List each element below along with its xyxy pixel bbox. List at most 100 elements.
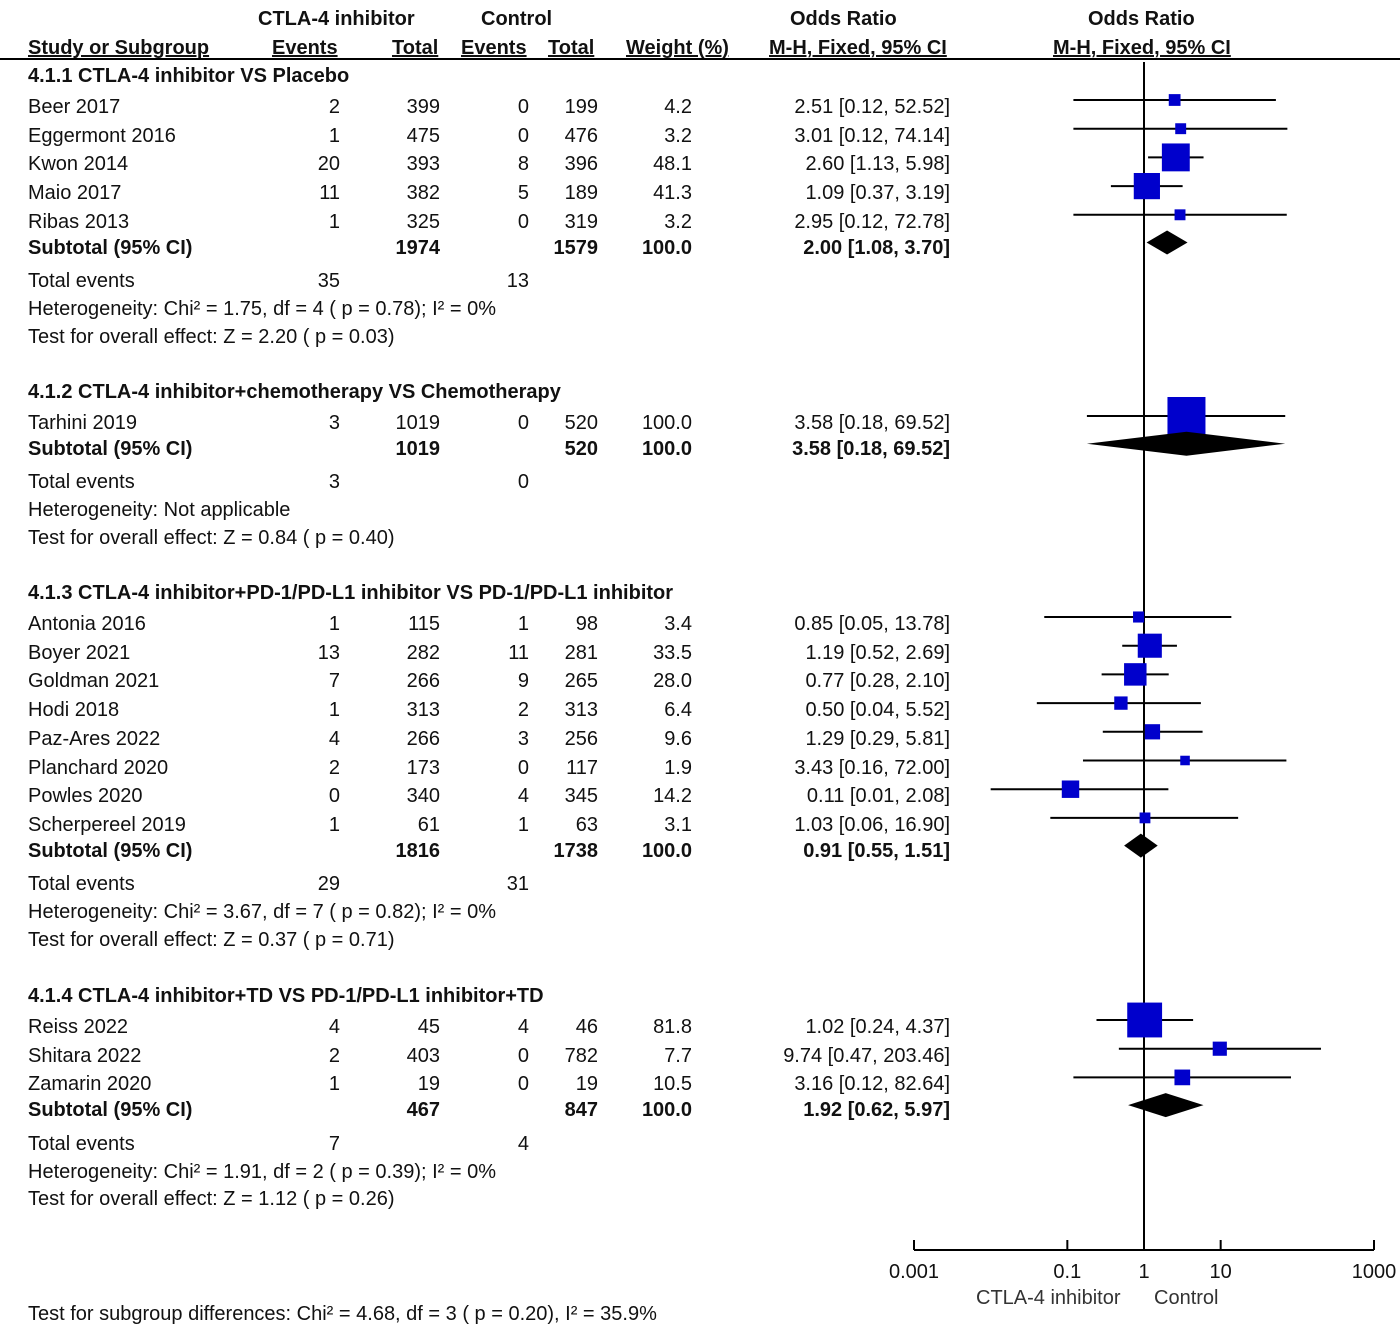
- subtotal-exp-total: 1019: [395, 437, 441, 460]
- total-events-ctrl: 13: [506, 270, 529, 293]
- study-marker: [1175, 123, 1187, 135]
- study-ctrl-total: 199: [564, 96, 598, 118]
- col-weight-header: Weight (%): [626, 37, 729, 59]
- subtotal-exp-total: 1974: [395, 236, 441, 259]
- study-odds-ratio-ci: 1.29 [0.29, 5.81]: [805, 727, 950, 750]
- study-exp-total: 173: [406, 756, 440, 779]
- study-ctrl-total: 117: [566, 756, 598, 779]
- study-weight: 4.2: [664, 96, 692, 118]
- study-weight: 3.2: [664, 210, 692, 233]
- subtotal-label: Subtotal (95% CI): [28, 236, 193, 259]
- study-ctrl-total: 46: [575, 1016, 598, 1038]
- study-ctrl-events: 3: [517, 727, 529, 750]
- axis-label-right: Control: [1154, 1287, 1219, 1309]
- study-exp-total: 61: [417, 813, 440, 836]
- study-odds-ratio-ci: 0.85 [0.05, 13.78]: [794, 613, 950, 635]
- study-odds-ratio-ci: 1.02 [0.24, 4.37]: [805, 1016, 950, 1038]
- study-exp-total: 1019: [395, 412, 441, 434]
- study-odds-ratio-ci: 3.16 [0.12, 82.64]: [794, 1073, 950, 1096]
- study-exp-events: 11: [319, 182, 340, 205]
- col-method-header: M-H, Fixed, 95% CI: [769, 37, 947, 59]
- subtotal-label: Subtotal (95% CI): [28, 839, 193, 862]
- subtotal-odds-ratio-ci: 3.58 [0.18, 69.52]: [792, 437, 950, 460]
- study-weight: 41.3: [653, 182, 692, 205]
- study-exp-events: 4: [328, 1016, 340, 1038]
- subgroup-title: 4.1.2 CTLA-4 inhibitor+chemotherapy VS C…: [28, 381, 561, 403]
- study-exp-events: 1: [328, 813, 340, 836]
- study-marker: [1144, 724, 1161, 740]
- study-marker: [1139, 812, 1151, 824]
- study-ctrl-events: 0: [517, 96, 529, 118]
- subgroup-differences-text: Test for subgroup differences: Chi² = 4.…: [28, 1303, 657, 1325]
- study-odds-ratio-ci: 1.09 [0.37, 3.19]: [805, 182, 950, 205]
- study-ctrl-total: 63: [575, 813, 598, 836]
- study-odds-ratio-ci: 0.11 [0.01, 2.08]: [806, 785, 950, 808]
- study-exp-total: 45: [417, 1016, 440, 1038]
- x-axis-tick-label: 0.1: [1053, 1261, 1081, 1283]
- total-events-label: Total events: [28, 873, 135, 896]
- study-odds-ratio-ci: 2.60 [1.13, 5.98]: [805, 153, 950, 176]
- subtotal-diamond: [1086, 431, 1286, 456]
- subtotal-weight: 100.0: [641, 437, 692, 460]
- study-ctrl-events: 2: [517, 699, 529, 722]
- study-name: Reiss 2022: [28, 1016, 129, 1038]
- study-exp-events: 0: [328, 785, 340, 808]
- study-exp-events: 7: [328, 670, 340, 693]
- study-ctrl-events: 0: [517, 412, 529, 434]
- study-exp-total: 266: [406, 727, 440, 750]
- study-odds-ratio-ci: 3.01 [0.12, 74.14]: [794, 124, 950, 147]
- total-events-exp: 3: [328, 471, 340, 494]
- study-ctrl-total: 520: [564, 412, 598, 434]
- study-odds-ratio-ci: 2.95 [0.12, 72.78]: [794, 210, 950, 233]
- study-marker: [1180, 755, 1190, 766]
- total-events-label: Total events: [28, 471, 135, 494]
- total-events-ctrl: 31: [506, 873, 529, 896]
- x-axis-tick-label: 1: [1138, 1261, 1149, 1283]
- study-weight: 9.6: [664, 727, 692, 750]
- subtotal-exp-total: 467: [406, 1099, 440, 1122]
- study-exp-events: 1: [328, 1073, 340, 1096]
- study-exp-events: 1: [328, 210, 340, 233]
- study-exp-total: 340: [406, 785, 440, 808]
- overall-effect-text: Test for overall effect: Z = 0.37 ( p = …: [28, 928, 395, 951]
- study-name: Kwon 2014: [28, 153, 129, 176]
- subgroup-title: 4.1.3 CTLA-4 inhibitor+PD-1/PD-L1 inhibi…: [28, 582, 674, 604]
- study-weight: 3.2: [664, 124, 692, 147]
- study-weight: 3.4: [664, 613, 692, 635]
- x-axis-tick-label: 1000: [1352, 1261, 1397, 1283]
- study-exp-total: 266: [406, 670, 440, 693]
- study-exp-events: 3: [328, 412, 340, 434]
- study-ctrl-events: 11: [508, 641, 529, 664]
- study-odds-ratio-ci: 0.77 [0.28, 2.10]: [805, 670, 950, 693]
- study-name: Zamarin 2020: [28, 1073, 152, 1096]
- study-name: Shitara 2022: [28, 1044, 142, 1067]
- subgroup-title: 4.1.4 CTLA-4 inhibitor+TD VS PD-1/PD-L1 …: [28, 985, 544, 1007]
- study-name: Eggermont 2016: [28, 124, 176, 147]
- study-ctrl-total: 281: [564, 641, 598, 664]
- heterogeneity-text: Heterogeneity: Chi² = 1.91, df = 2 ( p =…: [28, 1160, 497, 1183]
- study-name: Scherpereel 2019: [28, 813, 186, 836]
- study-weight: 7.7: [664, 1044, 692, 1067]
- study-exp-events: 20: [317, 153, 340, 176]
- study-exp-events: 1: [328, 124, 340, 147]
- x-axis-tick-label: 10: [1210, 1261, 1232, 1283]
- study-ctrl-events: 0: [517, 1044, 529, 1067]
- study-ctrl-total: 19: [575, 1073, 598, 1096]
- study-exp-total: 325: [406, 210, 440, 233]
- study-exp-events: 2: [328, 96, 340, 118]
- study-ctrl-total: 313: [564, 699, 598, 722]
- study-marker: [1174, 209, 1186, 221]
- subtotal-diamond: [1124, 833, 1158, 858]
- study-name: Ribas 2013: [28, 210, 130, 233]
- study-weight: 14.2: [653, 785, 692, 808]
- study-ctrl-events: 1: [517, 813, 529, 836]
- study-exp-total: 393: [406, 153, 440, 176]
- heterogeneity-text: Heterogeneity: Chi² = 1.75, df = 4 ( p =…: [28, 297, 497, 320]
- study-ctrl-total: 189: [564, 182, 598, 205]
- total-events-label: Total events: [28, 270, 135, 293]
- subtotal-ctrl-total: 1738: [553, 839, 599, 862]
- study-weight: 100.0: [641, 412, 692, 434]
- total-events-ctrl: 0: [517, 471, 529, 494]
- study-ctrl-events: 0: [517, 210, 529, 233]
- study-odds-ratio-ci: 9.74 [0.47, 203.46]: [783, 1044, 950, 1067]
